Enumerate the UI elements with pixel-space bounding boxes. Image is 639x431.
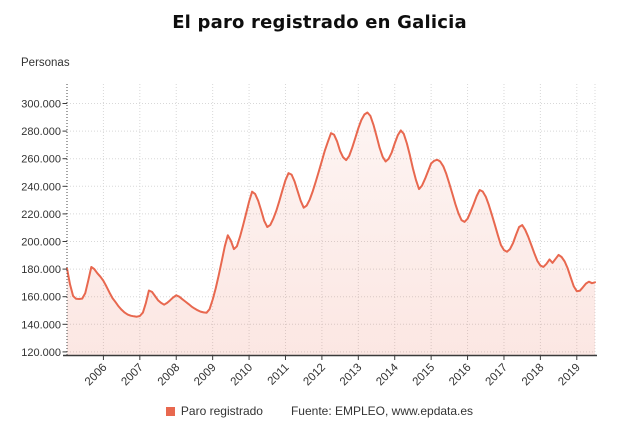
x-axis-tick-label: 2015 <box>411 362 438 389</box>
x-axis-tick-label: 2018 <box>520 362 547 389</box>
y-axis-tick-label: 120.000 <box>21 347 61 359</box>
y-axis-tick-label: 220.000 <box>21 209 61 221</box>
x-axis-tick-label: 2009 <box>192 362 219 389</box>
y-axis-unit-label: Personas <box>21 57 70 69</box>
x-axis-tick-label: 2006 <box>83 362 110 389</box>
x-axis-tick-label: 2014 <box>374 361 401 388</box>
chart-title: El paro registrado en Galicia <box>172 12 467 33</box>
source-note: Fuente: EMPLEO, www.epdata.es <box>290 404 474 418</box>
chart-footer: Paro registrado Fuente: EMPLEO, www.epda… <box>0 403 639 419</box>
y-axis-tick-label: 280.000 <box>21 126 61 138</box>
y-axis-tick-label: 200.000 <box>21 237 61 249</box>
x-axis-tick-label: 2007 <box>119 362 146 389</box>
y-axis-tick-label: 260.000 <box>21 154 61 166</box>
series-line <box>66 111 596 318</box>
x-axis-tick-label: 2019 <box>556 362 583 389</box>
x-axis-tick-label: 2017 <box>484 362 511 389</box>
x-axis-tick-label: 2011 <box>266 362 292 388</box>
x-axis-tick-label: 2016 <box>447 362 474 389</box>
legend-label: Paro registrado <box>180 404 263 418</box>
y-axis-tick-label: 240.000 <box>21 181 61 193</box>
legend-swatch <box>165 406 175 416</box>
x-axis-tick-label: 2010 <box>229 362 256 389</box>
y-axis-tick-label: 160.000 <box>21 292 61 304</box>
y-axis-tick-label: 300.000 <box>21 99 61 111</box>
series-area <box>67 112 595 355</box>
y-axis-tick-label: 180.000 <box>21 264 61 276</box>
x-axis-tick-label: 2013 <box>338 362 365 389</box>
y-axis-tick-label: 140.000 <box>21 319 61 331</box>
x-axis-tick-label: 2008 <box>156 362 183 389</box>
x-axis-tick-label: 2012 <box>301 362 328 389</box>
